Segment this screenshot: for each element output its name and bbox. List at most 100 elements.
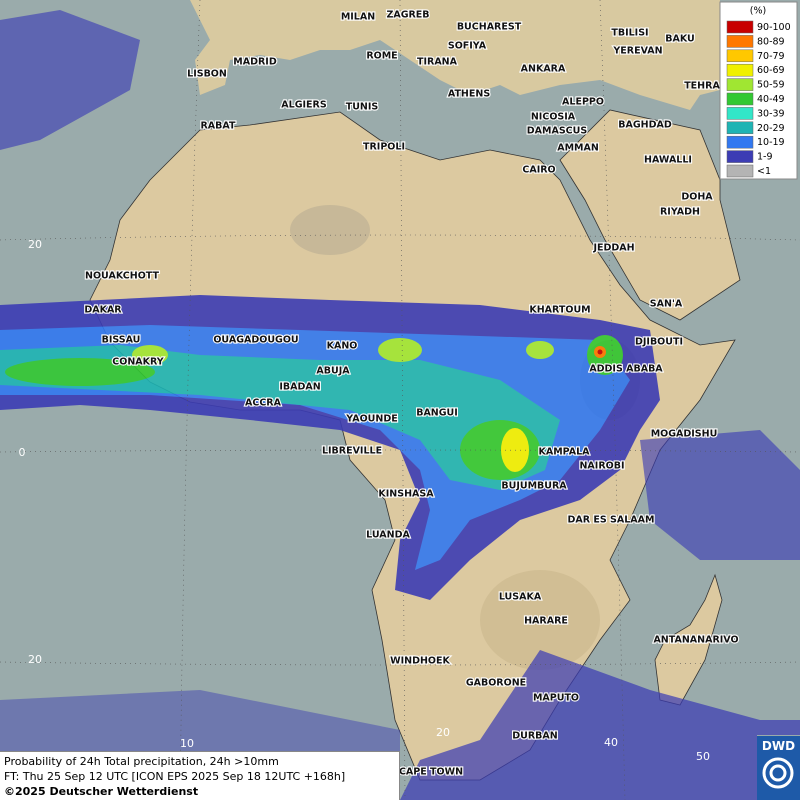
legend-swatch [726,92,754,106]
city-label: ATHENS [448,89,490,100]
city-label: RABAT [200,121,236,132]
city-label: DAKAR [84,305,122,316]
city-label: OUAGADOUGOU [213,335,298,346]
legend-swatch [726,78,754,91]
city-label: AMMAN [557,143,599,154]
legend-label: 70-79 [757,51,785,62]
city-label: ROME [366,51,397,62]
city-label: KANO [327,341,358,352]
city-label: KAMPALA [538,447,590,458]
city-label: BAKU [665,34,695,45]
city-label: ABUJA [316,366,350,377]
city-label: MOGADISHU [651,429,718,440]
city-label: ANTANANARIVO [653,635,738,646]
legend-label: 20-29 [757,123,785,134]
legend-swatch [726,150,754,163]
legend-label: 90-100 [757,22,791,33]
legend-swatch [726,35,754,48]
city-label: ACCRA [245,398,282,409]
legend-swatch [726,20,754,34]
land-arabia [559,109,741,321]
city-label: HAWALLI [644,155,692,166]
precipitation [0,10,800,800]
city-label: BUCHAREST [457,22,522,33]
city-label: RIYADH [660,207,700,218]
city-label: MADRID [233,57,277,68]
city-label: TIRANA [417,57,458,68]
legend-label: 60-69 [757,65,785,76]
caption-line: ©2025 Deutscher Wetterdienst [4,785,199,798]
city-label: ALGIERS [281,100,327,111]
city-label: GABORONE [466,678,526,689]
grid-label: 20 [436,726,450,739]
city-label: YEREVAN [612,46,662,57]
city-label: IBADAN [279,382,320,393]
city-label: NICOSIA [531,112,576,123]
logo: DWD [757,736,800,800]
city-label: LUANDA [366,530,410,541]
grid-label: 40 [604,736,618,749]
city-label: HARARE [524,616,568,627]
city-label: BUJUMBURA [501,481,567,492]
city-label: BANGUI [416,408,458,419]
legend-swatch [726,121,754,135]
caption-line: Probability of 24h Total precipitation, … [4,755,279,768]
legend-title: (%) [750,6,766,17]
legend-swatch [726,49,754,63]
city-label: TRIPOLI [363,142,405,153]
city-label: ALEPPO [562,97,604,108]
land-madagascar [654,573,723,706]
city-label: CAIRO [522,165,555,176]
legend-swatch [726,107,754,120]
city-label: ZAGREB [386,10,429,21]
caption-line: FT: Thu 25 Sep 12 UTC [ICON EPS 2025 Sep… [4,770,346,783]
legend-label: <1 [757,166,771,177]
city-label: DJIBOUTI [635,337,683,348]
grid-label: 0 [19,446,26,459]
legend-label: 30-39 [757,108,785,119]
city-label: TBILISI [611,28,648,39]
city-label: LUSAKA [499,592,542,603]
land-europe [190,0,720,110]
city-label: CAPE TOWN [399,767,463,778]
city-label: YAOUNDE [345,414,397,425]
city-label: DAR ES SALAAM [568,515,655,526]
city-label: WINDHOEK [390,656,450,667]
city-label: ADDIS ABABA [589,364,663,375]
city-label: SAN'A [650,299,683,310]
legend-label: 50-59 [757,80,785,91]
city-label: MAPUTO [533,693,579,704]
grid-label: 50 [696,750,710,763]
city-label: TEHRA [684,81,720,92]
caption: Probability of 24h Total precipitation, … [0,751,400,800]
legend-label: 1-9 [757,152,773,163]
grid-label: 20 [28,653,42,666]
city-label: NAIROBI [579,461,624,472]
city-label: BAGHDAD [618,120,672,131]
city-label: CONAKRY [112,357,164,368]
city-label: DURBAN [512,731,558,742]
city-label: JEDDAH [592,243,634,254]
city-label: MILAN [341,12,375,23]
city-label: ANKARA [521,64,566,75]
legend-swatch [726,135,754,149]
city-label: LIBREVILLE [322,446,382,457]
legend-swatch [726,63,754,77]
legend-label: 80-89 [757,36,785,47]
city-label: DOHA [681,192,713,203]
legend-swatch [726,164,754,178]
grid-label: 20 [28,238,42,251]
terrain [480,570,600,670]
city-label: KHARTOUM [529,305,590,316]
city-label: BISSAU [102,335,141,346]
legend-label: 10-19 [757,137,785,148]
city-label: LISBON [187,69,227,80]
city-label: KINSHASA [378,489,434,500]
city-label: TUNIS [346,102,379,113]
terrain [290,205,370,255]
city-label: NOUAKCHOTT [85,271,159,282]
logo-swirl [762,757,794,789]
